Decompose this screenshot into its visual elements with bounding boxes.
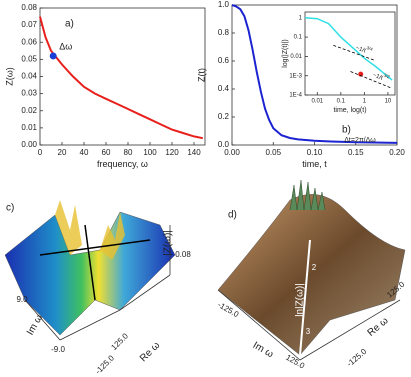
y-tick-label: 0.1	[294, 35, 303, 41]
x-axis-label: time, t	[302, 159, 327, 169]
x-tick-label: 60	[102, 148, 111, 157]
y-tick-label: 0.4	[218, 84, 230, 93]
x-tick-label: 0.05	[265, 148, 281, 157]
x-tick-label: 10	[385, 99, 392, 105]
data-point	[49, 52, 57, 60]
point-label: Δω	[59, 41, 72, 51]
tick-label: -125.0	[345, 347, 369, 369]
annotation: ~1/t3/4	[355, 42, 374, 57]
axis-label: Im ω	[251, 340, 275, 360]
y-tick-label: 0.02	[21, 106, 37, 115]
y-tick-label: 0.01	[21, 123, 37, 132]
surface-c	[4, 200, 176, 341]
x-tick-label: 0.1	[337, 99, 346, 105]
y-tick-label: 0.2	[218, 112, 230, 121]
y-tick-label: 0.07	[21, 20, 37, 29]
y-tick-label: 0.05	[21, 54, 37, 63]
y-tick-label: 0.00	[21, 140, 37, 149]
x-tick-label: 140	[187, 148, 201, 157]
data-line	[39, 16, 204, 140]
y-tick-label: 0.03	[21, 89, 37, 98]
x-axis-label: time, log(t)	[333, 107, 366, 114]
y-tick-label: 0.08	[21, 3, 37, 12]
fit-line	[350, 71, 392, 89]
x-tick-label: 0.00	[224, 148, 240, 157]
y-tick-label: 1.0	[218, 0, 230, 9]
x-tick-label: 0.20	[389, 148, 405, 157]
x-tick-label: 0.01	[311, 99, 323, 105]
x-tick-label: 20	[58, 148, 67, 157]
x-tick-label: 0.10	[307, 148, 323, 157]
y-tick-label: 0.8	[218, 28, 230, 37]
y-tick-label: 0.06	[21, 37, 37, 46]
surface-d	[217, 179, 406, 361]
x-tick-label: 0	[38, 148, 43, 157]
panel-label: c)	[6, 203, 14, 214]
y-tick-label: 1E-3	[289, 73, 302, 79]
y-tick-label: 0.04	[21, 72, 37, 81]
plot-frame	[304, 11, 396, 96]
tick-label: 0.08	[175, 250, 191, 259]
axis-label: |Z(ω)|	[163, 230, 174, 256]
y-tick-label: 0.0	[218, 140, 230, 149]
y-tick-label: 1E-4	[289, 93, 302, 99]
annotation-text: ~1/t	[372, 72, 384, 81]
axis-label: ln|Z(ω)|	[295, 283, 306, 317]
y-axis-label: Z(ω)	[4, 67, 14, 86]
tick-label: 2	[312, 263, 317, 272]
slope-annotation: ~1/t3/2	[350, 69, 392, 89]
y-axis-label: Z(t)	[196, 68, 206, 82]
data-line	[304, 17, 393, 81]
x-axis-label: frequency, ω	[97, 159, 148, 169]
annotation-sup: 3/4	[366, 45, 374, 52]
plot-frame	[39, 7, 206, 146]
annotation-sup: 3/2	[383, 73, 391, 80]
panel-label: a)	[65, 19, 74, 30]
annotation: ~1/t3/2	[372, 69, 391, 84]
data-line	[231, 4, 398, 144]
y-tick-label: 0.6	[218, 56, 230, 65]
x-tick-label: 80	[124, 148, 133, 157]
x-tick-label: 100	[143, 148, 157, 157]
y-tick-label: 0.01	[290, 54, 302, 60]
panel-label: b)	[342, 125, 351, 136]
y-axis-label: log(|Z(t)|)	[282, 39, 289, 68]
fit-line	[333, 44, 375, 61]
panel-label: d)	[228, 210, 237, 221]
y-tick-label: 1	[299, 15, 303, 21]
tick-label: 3	[306, 327, 311, 336]
x-tick-label: 1	[363, 99, 367, 105]
x-tick-label: 120	[165, 148, 179, 157]
tick-label: 9.0	[16, 295, 28, 304]
tick-label: 125.0	[109, 331, 130, 352]
tick-label: -125.0	[94, 353, 117, 376]
tick-label: -9.0	[51, 345, 65, 354]
x-tick-label: 40	[80, 148, 89, 157]
axis-label: Re ω	[138, 340, 162, 364]
annotation-text: ~1/t	[355, 45, 367, 54]
data-point	[358, 71, 364, 77]
annotation: Δt=2π/Δω	[344, 137, 376, 144]
x-tick-label: 0.15	[348, 148, 364, 157]
slope-annotation: ~1/t3/4	[333, 42, 375, 61]
tick-label: 125.0	[284, 353, 306, 371]
